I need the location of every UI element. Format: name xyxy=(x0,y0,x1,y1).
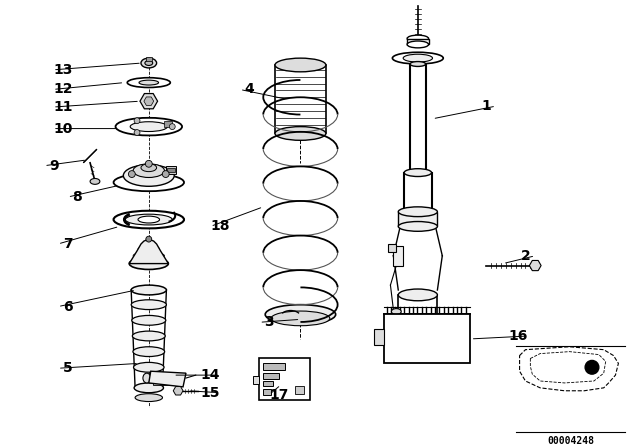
Ellipse shape xyxy=(127,78,170,87)
Ellipse shape xyxy=(410,61,426,66)
Ellipse shape xyxy=(403,54,433,62)
Ellipse shape xyxy=(135,394,163,401)
Ellipse shape xyxy=(132,315,166,325)
Bar xyxy=(394,246,403,266)
Text: 3: 3 xyxy=(264,315,274,329)
Bar xyxy=(259,358,310,400)
Bar xyxy=(294,386,305,394)
Ellipse shape xyxy=(116,118,182,135)
Ellipse shape xyxy=(398,289,437,301)
Ellipse shape xyxy=(113,173,184,191)
Ellipse shape xyxy=(404,169,431,177)
Text: 9: 9 xyxy=(49,159,59,173)
Ellipse shape xyxy=(407,35,429,42)
Ellipse shape xyxy=(133,164,164,177)
Ellipse shape xyxy=(265,305,335,324)
Bar xyxy=(253,376,259,384)
Ellipse shape xyxy=(398,319,437,330)
Circle shape xyxy=(145,160,152,167)
Bar xyxy=(263,389,271,395)
Bar xyxy=(263,373,279,379)
Ellipse shape xyxy=(404,332,431,340)
Text: 10: 10 xyxy=(53,121,72,136)
Polygon shape xyxy=(148,371,186,387)
Text: 1: 1 xyxy=(481,99,491,113)
Text: 16: 16 xyxy=(509,329,528,343)
Polygon shape xyxy=(140,94,157,109)
Text: 18: 18 xyxy=(211,220,230,233)
Circle shape xyxy=(129,171,135,177)
Text: 6: 6 xyxy=(63,300,72,314)
Polygon shape xyxy=(529,260,541,271)
Ellipse shape xyxy=(90,178,100,184)
Ellipse shape xyxy=(134,362,164,372)
Bar xyxy=(383,314,470,363)
Ellipse shape xyxy=(124,165,174,186)
Ellipse shape xyxy=(134,383,163,393)
Ellipse shape xyxy=(392,52,444,64)
Polygon shape xyxy=(83,149,97,163)
Text: 7: 7 xyxy=(63,237,72,251)
Bar xyxy=(263,363,285,370)
Ellipse shape xyxy=(275,58,326,72)
Text: 13: 13 xyxy=(53,63,72,77)
Ellipse shape xyxy=(139,80,159,85)
Ellipse shape xyxy=(271,311,330,326)
Ellipse shape xyxy=(398,221,437,231)
Ellipse shape xyxy=(131,300,166,310)
Text: 15: 15 xyxy=(201,386,220,400)
Bar xyxy=(263,381,273,386)
Circle shape xyxy=(163,171,169,177)
Bar xyxy=(388,244,396,252)
Ellipse shape xyxy=(131,285,166,295)
Ellipse shape xyxy=(130,122,168,132)
Text: 00004248: 00004248 xyxy=(547,436,594,446)
Ellipse shape xyxy=(113,211,184,228)
Circle shape xyxy=(585,361,599,374)
Circle shape xyxy=(134,129,140,135)
Ellipse shape xyxy=(141,164,157,172)
Text: 2: 2 xyxy=(520,249,531,263)
Ellipse shape xyxy=(145,60,153,65)
Bar xyxy=(407,39,429,44)
Circle shape xyxy=(134,118,140,124)
Ellipse shape xyxy=(125,214,172,225)
Ellipse shape xyxy=(138,216,159,223)
Polygon shape xyxy=(173,387,183,395)
Polygon shape xyxy=(129,239,168,263)
Text: 8: 8 xyxy=(72,190,83,204)
Polygon shape xyxy=(144,97,154,105)
Ellipse shape xyxy=(398,207,437,217)
Text: 14: 14 xyxy=(201,368,220,382)
Ellipse shape xyxy=(129,258,168,269)
Circle shape xyxy=(146,236,152,242)
Bar xyxy=(168,168,175,172)
Ellipse shape xyxy=(141,58,157,68)
Text: 4: 4 xyxy=(244,82,255,96)
Text: 17: 17 xyxy=(269,388,289,402)
Bar xyxy=(398,212,437,226)
Bar xyxy=(374,329,383,345)
Bar xyxy=(153,373,180,385)
Ellipse shape xyxy=(133,347,164,357)
Ellipse shape xyxy=(410,170,426,175)
Circle shape xyxy=(170,124,175,129)
Text: 12: 12 xyxy=(53,82,72,96)
Bar xyxy=(164,121,172,127)
Ellipse shape xyxy=(143,373,151,383)
Ellipse shape xyxy=(407,41,429,48)
Ellipse shape xyxy=(392,309,401,314)
Text: 5: 5 xyxy=(63,361,72,375)
Bar xyxy=(166,166,176,173)
Ellipse shape xyxy=(275,127,326,140)
Ellipse shape xyxy=(132,331,165,341)
Bar xyxy=(146,57,152,61)
Text: 11: 11 xyxy=(53,100,72,114)
